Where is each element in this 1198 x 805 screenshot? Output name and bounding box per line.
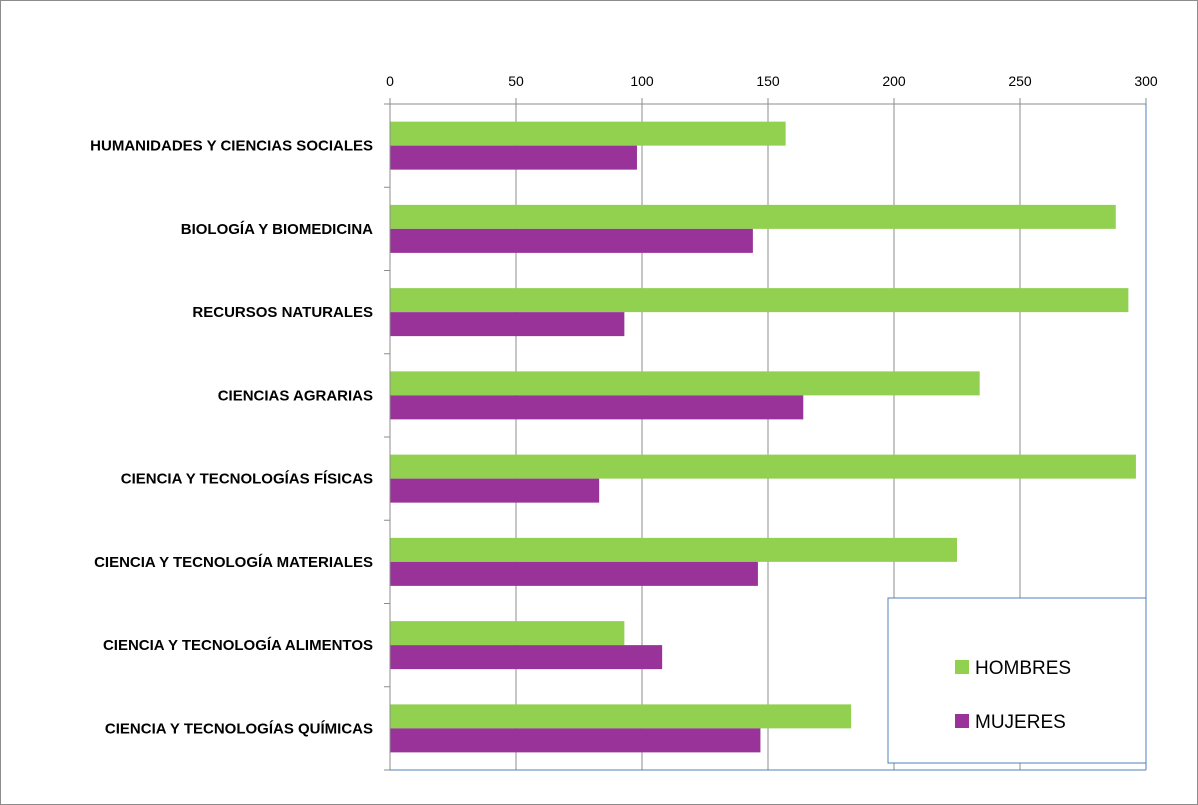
- bar-hombres-4: [390, 454, 1136, 479]
- x-tick-labels: 0 50 100 150 200 250 300: [386, 73, 1158, 89]
- category-label: CIENCIA Y TECNOLOGÍA ALIMENTOS: [103, 637, 373, 654]
- category-label: CIENCIA Y TECNOLOGÍA MATERIALES: [94, 554, 373, 571]
- x-tick-label: 0: [386, 73, 394, 89]
- legend-label-hombres: HOMBRES: [975, 658, 1071, 679]
- category-label: RECURSOS NATURALES: [192, 304, 373, 321]
- x-tick-label: 150: [756, 73, 780, 89]
- bar-hombres-1: [390, 204, 1116, 229]
- category-label: CIENCIA Y TECNOLOGÍAS FÍSICAS: [121, 471, 373, 488]
- legend: HOMBRES MUJERES: [887, 597, 1147, 764]
- bar-mujeres-0: [390, 145, 637, 170]
- x-tick-label: 200: [882, 73, 906, 89]
- category-labels: HUMANIDADES Y CIENCIAS SOCIALES BIOLOGÍA …: [90, 138, 373, 738]
- legend-box: [887, 597, 1147, 764]
- bar-hombres-5: [390, 537, 957, 562]
- category-label: BIOLOGÍA Y BIOMEDICINA: [181, 221, 373, 238]
- bar-mujeres-7: [390, 728, 761, 753]
- bar-hombres-0: [390, 121, 786, 146]
- x-tick-label: 250: [1008, 73, 1032, 89]
- bar-hombres-6: [390, 621, 625, 646]
- x-tick-label: 100: [630, 73, 654, 89]
- bar-hombres-2: [390, 288, 1129, 313]
- x-tick-label: 300: [1134, 73, 1158, 89]
- bar-mujeres-6: [390, 645, 663, 670]
- legend-swatch-hombres: [955, 660, 969, 674]
- bar-hombres-7: [390, 704, 852, 729]
- bar-mujeres-2: [390, 312, 625, 337]
- bars: [390, 121, 1136, 753]
- category-label: HUMANIDADES Y CIENCIAS SOCIALES: [90, 138, 373, 155]
- bar-mujeres-1: [390, 228, 753, 253]
- category-label: CIENCIA Y TECNOLOGÍAS QUÍMICAS: [105, 720, 373, 737]
- bar-mujeres-3: [390, 395, 804, 420]
- bar-mujeres-4: [390, 478, 600, 503]
- category-label: CIENCIAS AGRARIAS: [218, 387, 373, 404]
- bar-mujeres-5: [390, 561, 758, 586]
- x-tick-label: 50: [508, 73, 524, 89]
- legend-label-mujeres: MUJERES: [975, 712, 1066, 733]
- bar-hombres-3: [390, 371, 980, 396]
- legend-swatch-mujeres: [955, 714, 969, 728]
